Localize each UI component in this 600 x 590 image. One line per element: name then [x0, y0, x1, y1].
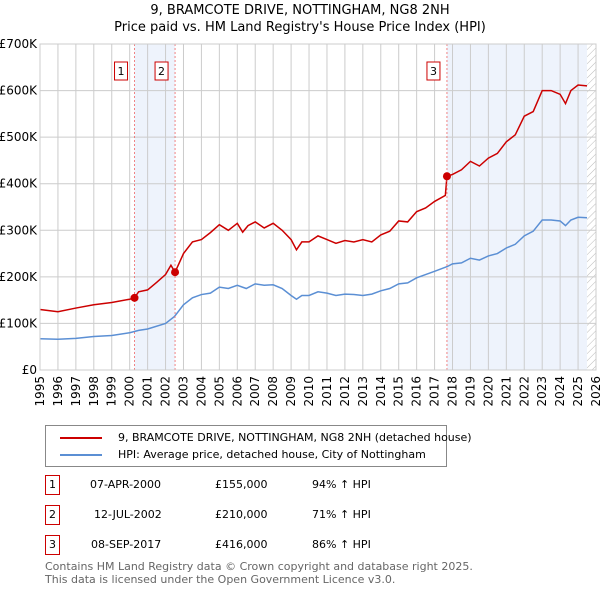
sale-marker-label: 2 — [45, 505, 60, 525]
sale-point — [442, 172, 451, 181]
sale-hpi: 86% ↑ HPI — [312, 538, 371, 551]
forecast-hatch — [587, 44, 596, 370]
x-tick-label: 2011 — [320, 376, 334, 407]
y-tick-label: £200K — [0, 270, 38, 284]
sale-point — [171, 268, 180, 277]
sale-marker-label: 3 — [430, 65, 437, 78]
x-tick-label: 2012 — [338, 376, 352, 407]
footer: Contains HM Land Registry data © Crown c… — [45, 560, 473, 586]
y-tick-label: £500K — [0, 130, 38, 144]
sale-point — [130, 293, 139, 302]
x-tick-label: 2018 — [446, 376, 460, 407]
y-tick-label: £600K — [0, 84, 38, 98]
sale-date: 12-JUL-2002 — [94, 508, 162, 521]
x-tick-label: 2003 — [176, 376, 190, 407]
x-tick-label: 2025 — [571, 376, 585, 407]
x-tick-label: 1998 — [87, 376, 101, 407]
sale-row: 1 07-APR-2000 £155,000 94% ↑ HPI — [45, 475, 445, 495]
sale-marker-label: 1 — [118, 65, 125, 78]
x-tick-label: 2017 — [428, 376, 442, 407]
sale-price: £210,000 — [215, 508, 268, 521]
chart-title: 9, BRAMCOTE DRIVE, NOTTINGHAM, NG8 2NH — [150, 3, 450, 18]
x-tick-label: 2006 — [230, 376, 244, 407]
x-tick-label: 2020 — [481, 376, 495, 407]
x-tick-label: 2002 — [159, 376, 173, 407]
legend-swatch-hpi — [60, 453, 102, 456]
x-tick-label: 2021 — [499, 376, 513, 407]
legend-label-hpi: HPI: Average price, detached house, City… — [118, 448, 426, 461]
y-tick-label: £300K — [0, 223, 38, 237]
chart-subtitle: Price paid vs. HM Land Registry's House … — [114, 20, 486, 35]
x-tick-label: 2026 — [589, 376, 600, 407]
y-tick-label: £100K — [0, 316, 38, 330]
x-tick-label: 2024 — [553, 376, 567, 407]
shaded-region — [446, 44, 588, 370]
legend-swatch-property — [60, 436, 102, 439]
sale-date: 08-SEP-2017 — [91, 538, 162, 551]
x-tick-label: 2004 — [194, 376, 208, 407]
x-tick-label: 2022 — [517, 376, 531, 407]
sale-marker-box — [154, 61, 169, 81]
x-tick-label: 2015 — [392, 376, 406, 407]
x-tick-label: 2001 — [141, 376, 155, 407]
sale-row: 2 12-JUL-2002 £210,000 71% ↑ HPI — [45, 505, 445, 525]
sale-marker-box — [426, 61, 441, 81]
legend: 9, BRAMCOTE DRIVE, NOTTINGHAM, NG8 2NH (… — [45, 425, 472, 467]
x-tick-label: 1995 — [33, 376, 47, 407]
series-line-hpi — [39, 216, 588, 341]
sale-row: 3 08-SEP-2017 £416,000 86% ↑ HPI — [45, 535, 445, 555]
x-tick-label: 2010 — [302, 376, 316, 407]
sale-date: 07-APR-2000 — [90, 478, 162, 491]
footer-line: This data is licensed under the Open Gov… — [45, 573, 396, 586]
plot-border — [39, 43, 597, 371]
sale-price: £155,000 — [215, 478, 268, 491]
sale-hpi: 71% ↑ HPI — [312, 508, 371, 521]
sale-marker-label: 3 — [45, 535, 60, 555]
x-tick-label: 1996 — [51, 376, 65, 407]
x-tick-label: 2016 — [410, 376, 424, 407]
sale-hpi: 94% ↑ HPI — [312, 478, 371, 491]
x-tick-label: 2019 — [463, 376, 477, 407]
series-line-property — [39, 84, 588, 313]
y-tick-label: £0 — [22, 363, 37, 377]
sale-price: £416,000 — [215, 538, 268, 551]
x-tick-label: 2014 — [374, 376, 388, 407]
x-tick-label: 2007 — [248, 376, 262, 407]
x-tick-label: 1999 — [105, 376, 119, 407]
legend-label-property: 9, BRAMCOTE DRIVE, NOTTINGHAM, NG8 2NH (… — [118, 431, 472, 444]
y-tick-label: £400K — [0, 177, 38, 191]
sale-marker-label: 2 — [158, 65, 165, 78]
sale-marker-label: 1 — [45, 475, 60, 495]
shaded-region — [134, 44, 176, 370]
sale-marker-box — [114, 61, 129, 81]
x-tick-label: 1997 — [69, 376, 83, 407]
price-chart: 1995 1996 1997 1998 1999 2000 2001 2002 2003 2004… — [0, 37, 600, 407]
x-tick-label: 2008 — [266, 376, 280, 407]
x-tick-label: 2005 — [212, 376, 226, 407]
x-tick-label: 2013 — [356, 376, 370, 407]
x-tick-label: 2023 — [535, 376, 549, 407]
y-tick-label: £700K — [0, 37, 38, 51]
x-tick-label: 2000 — [123, 376, 137, 407]
x-tick-label: 2009 — [284, 376, 298, 407]
footer-line: Contains HM Land Registry data © Crown c… — [45, 560, 473, 573]
